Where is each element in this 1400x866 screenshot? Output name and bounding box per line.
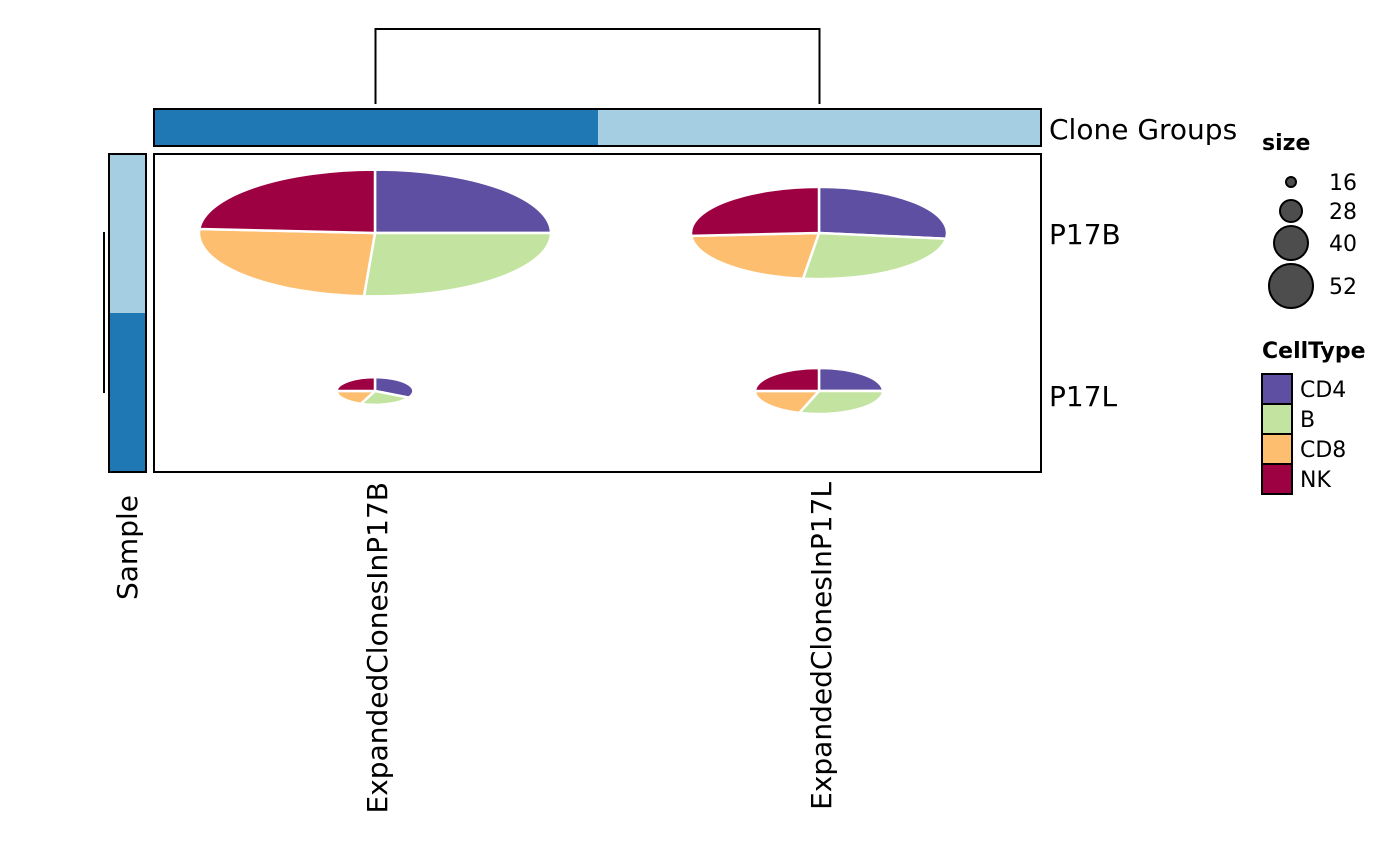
celltype-legend-title: CellType bbox=[1262, 339, 1366, 364]
row-annotation-title: Sample bbox=[111, 495, 144, 600]
pie-slice-nk bbox=[689, 185, 821, 238]
pie-slice-nk bbox=[335, 375, 377, 393]
size-legend-circle bbox=[1273, 225, 1309, 261]
pie-slice-cd8 bbox=[690, 231, 821, 280]
pie-slice-b bbox=[801, 231, 948, 281]
celltype-legend-label: CD8 bbox=[1300, 438, 1346, 463]
row-annotation-border bbox=[108, 153, 147, 473]
pie-slice-b bbox=[362, 231, 553, 298]
size-legend-title: size bbox=[1262, 131, 1310, 156]
row-annotation-cell bbox=[109, 154, 146, 313]
size-legend-label: 28 bbox=[1329, 200, 1357, 225]
size-legend-circle bbox=[1279, 199, 1303, 223]
size-legend-label: 16 bbox=[1329, 171, 1357, 196]
pie-slice-cd4 bbox=[373, 168, 553, 235]
column-label-expandedclonesinp17b: ExpandedClonesInP17B bbox=[361, 482, 394, 813]
row-label-p17l: P17L bbox=[1049, 380, 1118, 413]
size-legend-label: 52 bbox=[1329, 275, 1357, 300]
pie-slice-nk bbox=[198, 168, 377, 235]
row-annotation-bar bbox=[108, 153, 147, 473]
column-annotation-title: Clone Groups bbox=[1049, 113, 1237, 146]
celltype-legend-label: NK bbox=[1300, 468, 1331, 493]
celltype-legend-swatch bbox=[1261, 373, 1293, 405]
pie-slice-cd8 bbox=[197, 227, 377, 298]
pie-slice-nk bbox=[753, 366, 821, 393]
pie-slice-cd4 bbox=[817, 185, 949, 241]
size-legend-label: 40 bbox=[1329, 232, 1357, 257]
column-annotation-border bbox=[153, 108, 1042, 147]
pie-slice-b bbox=[797, 389, 885, 416]
celltype-legend-swatch bbox=[1261, 463, 1293, 495]
celltype-legend-swatch bbox=[1261, 433, 1293, 465]
celltype-legend-label: B bbox=[1300, 408, 1315, 433]
celltype-legend: CellType CD4 B CD8 NK bbox=[1261, 339, 1366, 495]
column-annotation-cell bbox=[154, 109, 598, 146]
pie-slice-cd4 bbox=[817, 366, 885, 393]
pie-cells bbox=[197, 168, 949, 416]
column-dendrogram bbox=[374, 28, 821, 104]
pie-slice-cd8 bbox=[753, 389, 821, 415]
celltype-legend-swatch bbox=[1261, 403, 1293, 435]
column-label-expandedclonesinp17l: ExpandedClonesInP17L bbox=[805, 482, 838, 810]
column-annotation-cell bbox=[598, 109, 1041, 146]
row-label-p17b: P17B bbox=[1049, 218, 1121, 251]
row-annotation-cell bbox=[109, 313, 146, 472]
column-annotation-bar bbox=[153, 108, 1042, 147]
celltype-legend-label: CD4 bbox=[1300, 378, 1346, 403]
size-legend-circle bbox=[1285, 176, 1297, 188]
size-legend-circle bbox=[1268, 263, 1314, 309]
size-legend: size 16 28 40 52 bbox=[1262, 131, 1357, 309]
